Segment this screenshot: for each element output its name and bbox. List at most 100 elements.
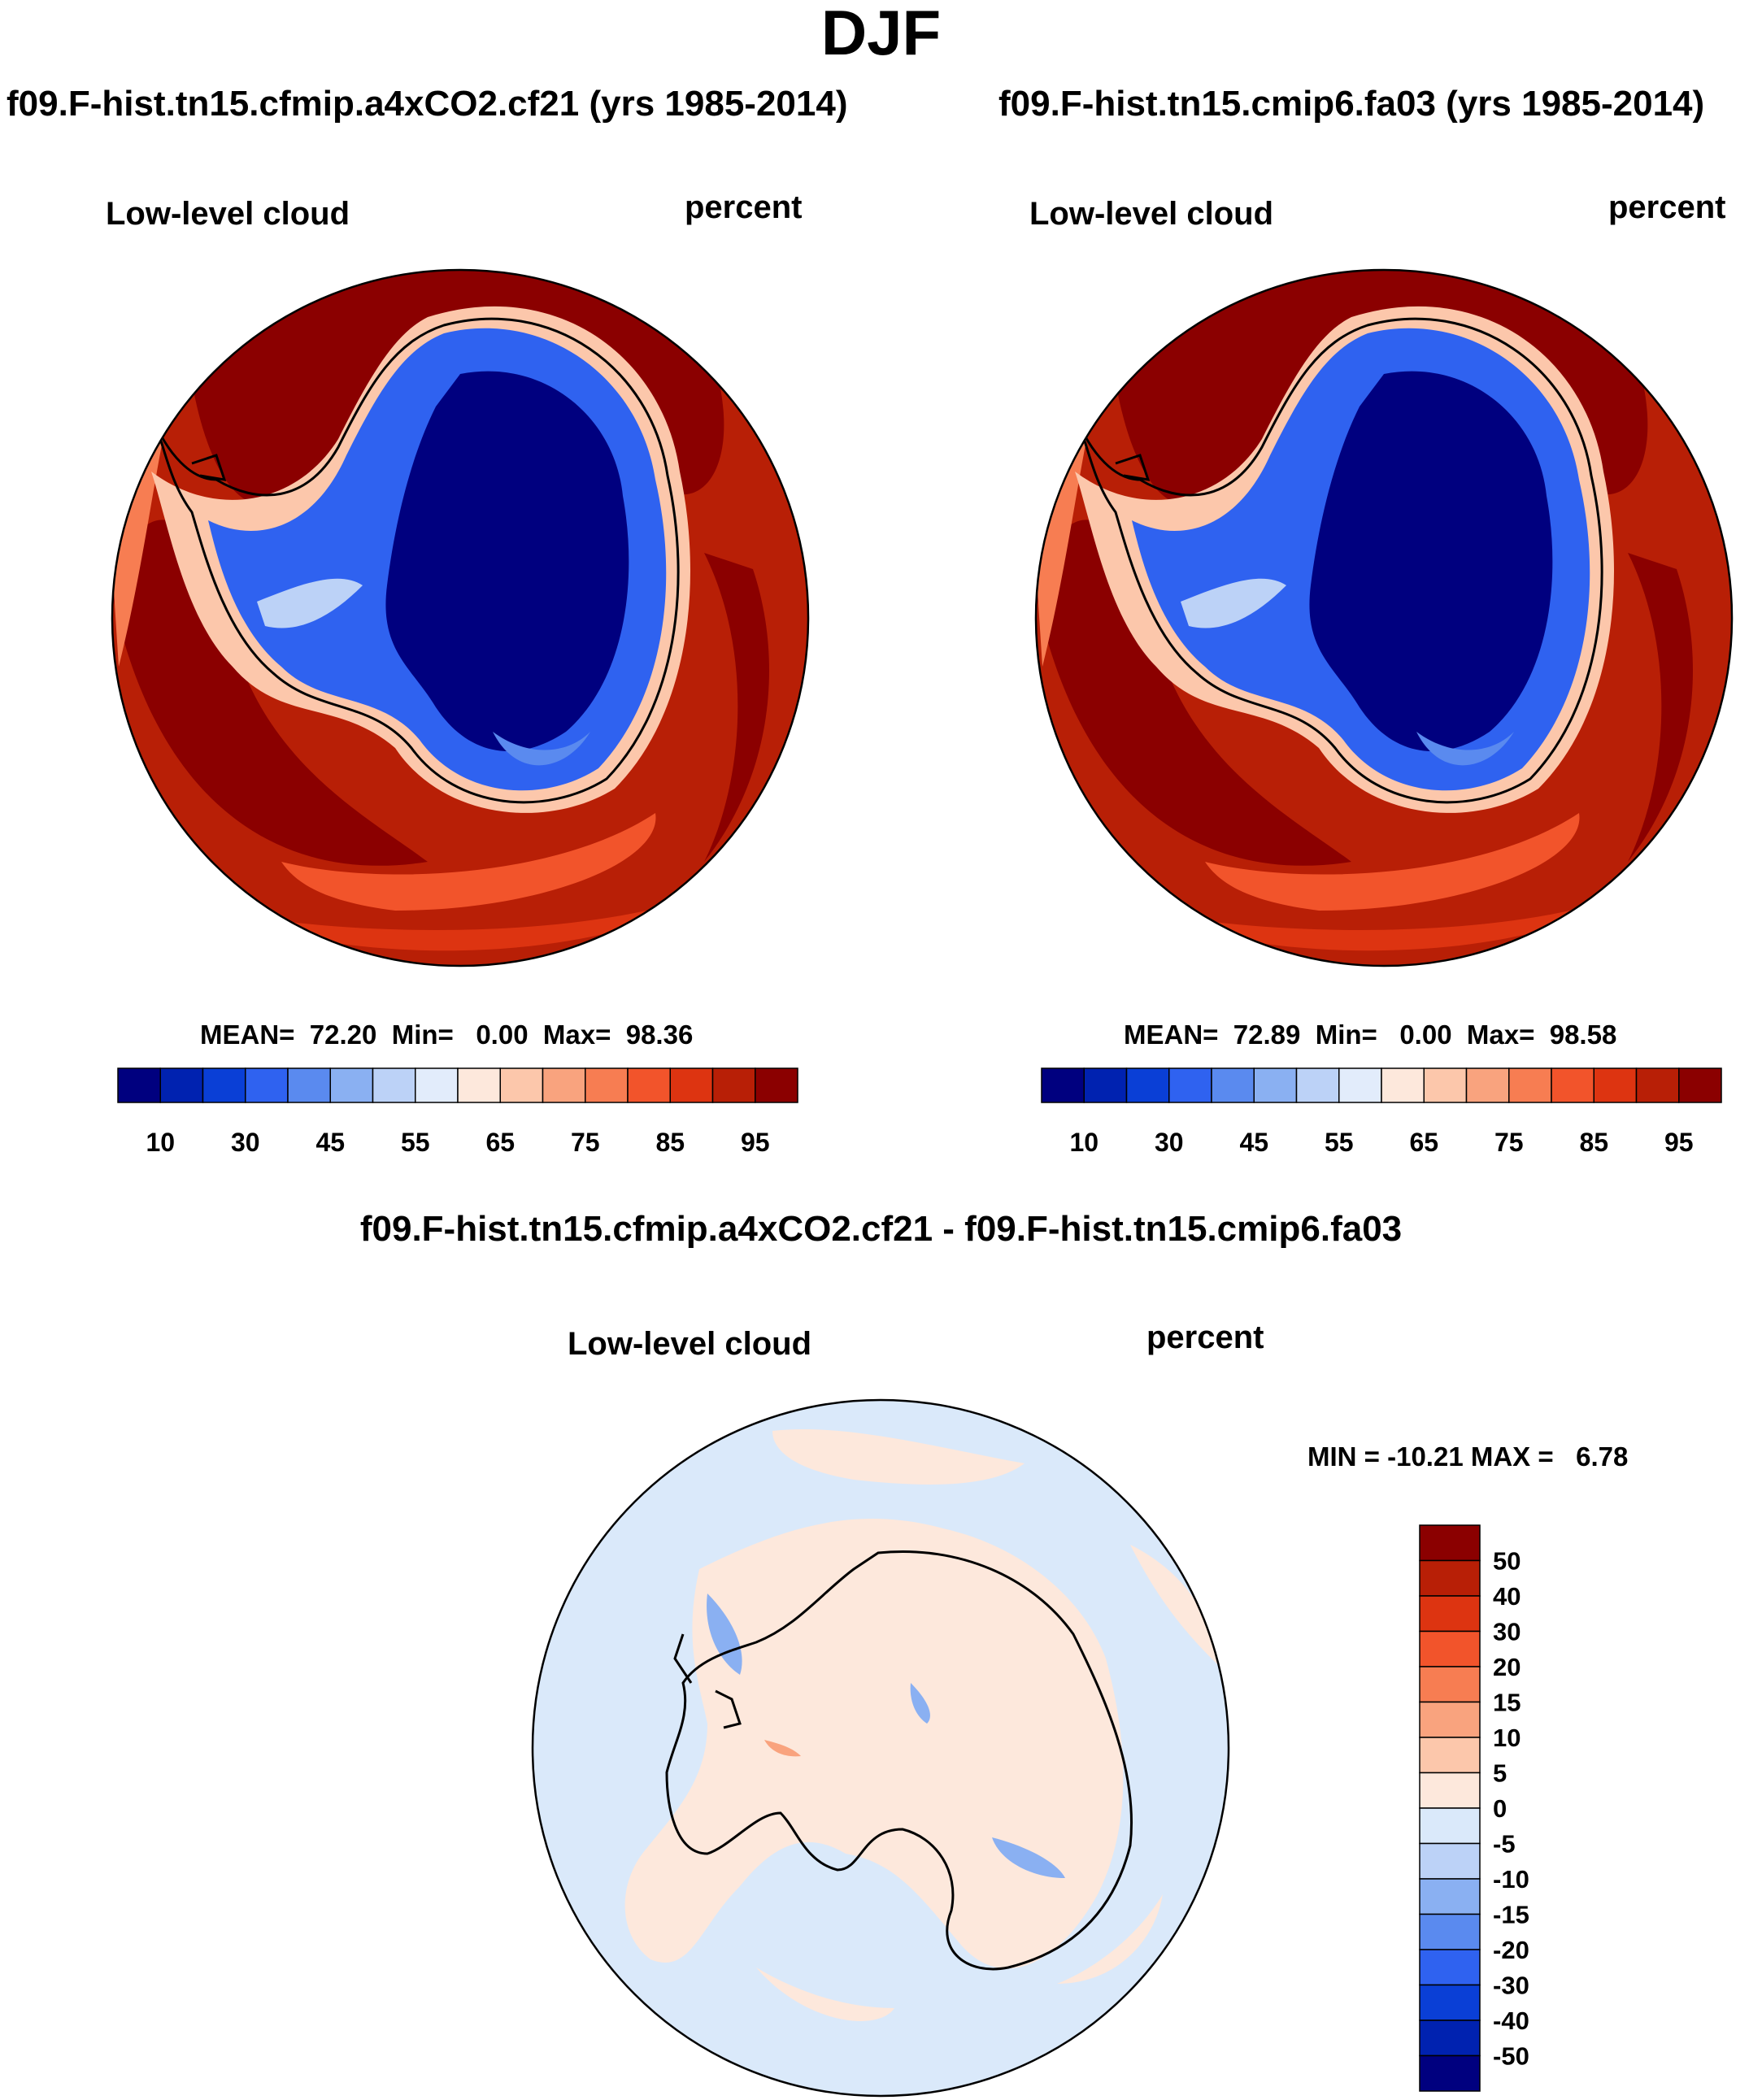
diff-colorbar-label: 5 — [1493, 1759, 1507, 1788]
left-colorbar-box — [159, 1067, 204, 1103]
right-colorbar-label: 10 — [1069, 1128, 1099, 1157]
right-colorbar: 10 30 45 55 65 75 85 95 — [1041, 1067, 1722, 1157]
diff-colorbar-box — [1419, 1559, 1481, 1597]
left-map — [112, 270, 808, 966]
left-colorbar-label: 85 — [655, 1128, 685, 1157]
diff-colorbar-label: 20 — [1493, 1653, 1521, 1681]
left-colorbar-label: 75 — [571, 1128, 600, 1157]
left-map-border — [111, 268, 810, 967]
left-colorbar-box — [372, 1067, 416, 1103]
left-colorbar-label: 30 — [231, 1128, 260, 1157]
right-colorbar-box — [1253, 1067, 1298, 1103]
right-colorbar-label: 75 — [1494, 1128, 1524, 1157]
left-colorbar-label: 45 — [315, 1128, 345, 1157]
right-min-label: Min= — [1315, 1020, 1377, 1050]
left-colorbar-label: 55 — [401, 1128, 430, 1157]
left-colorbar-label: 95 — [741, 1128, 770, 1157]
left-colorbar-box — [669, 1067, 714, 1103]
left-colorbar-box — [755, 1067, 798, 1103]
right-stats: MEAN= 72.89 Min= 0.00 Max= 98.58 — [1124, 1019, 1616, 1051]
diff-colorbar-box — [1419, 1595, 1481, 1633]
right-max-value: 98.58 — [1549, 1020, 1617, 1050]
diff-colorbar-label: -15 — [1493, 1901, 1529, 1929]
left-colorbar-box — [287, 1067, 331, 1103]
right-colorbar-box — [1083, 1067, 1128, 1103]
right-colorbar-box — [1593, 1067, 1638, 1103]
diff-colorbar-box — [1419, 1772, 1481, 1809]
right-variable-label: Low-level cloud — [1029, 196, 1274, 232]
left-colorbar-label: 65 — [485, 1128, 515, 1157]
diff-colorbar-label: -50 — [1493, 2042, 1529, 2071]
diff-colorbar-label: 15 — [1493, 1689, 1521, 1717]
right-colorbar-box — [1423, 1067, 1468, 1103]
left-colorbar-box — [711, 1067, 756, 1103]
diff-colorbar-box — [1419, 1701, 1481, 1738]
diff-colorbar-label: -40 — [1493, 2007, 1529, 2035]
right-colorbar-box — [1041, 1067, 1085, 1103]
right-colorbar-box — [1465, 1067, 1510, 1103]
right-colorbar-box — [1551, 1067, 1595, 1103]
diff-colorbar-label: 0 — [1493, 1794, 1507, 1823]
diff-map-border — [531, 1398, 1230, 2098]
left-variable-label: Low-level cloud — [106, 196, 350, 232]
page-title: DJF — [820, 0, 942, 68]
diff-colorbar-box — [1419, 1524, 1481, 1562]
left-max-value: 98.36 — [625, 1020, 694, 1050]
right-colorbar-box — [1168, 1067, 1212, 1103]
diff-colorbar-label: -5 — [1493, 1830, 1516, 1859]
left-colorbar-box — [627, 1067, 671, 1103]
diff-colorbar-label: -20 — [1493, 1936, 1529, 1964]
left-colorbar-box — [499, 1067, 544, 1103]
diff-colorbar-box — [1419, 1630, 1481, 1667]
right-colorbar-label: 65 — [1409, 1128, 1438, 1157]
difference-title: f09.F-hist.tn15.cfmip.a4xCO2.cf21 - f09.… — [359, 1209, 1403, 1249]
right-colorbar-box — [1211, 1067, 1255, 1103]
right-colorbar-box — [1295, 1067, 1340, 1103]
left-colorbar-box — [329, 1067, 374, 1103]
right-map-border — [1034, 268, 1734, 967]
right-colorbar-box — [1678, 1067, 1722, 1103]
right-case-title: f09.F-hist.tn15.cmip6.fa03 (yrs 1985-201… — [998, 84, 1705, 124]
diff-colorbar-box — [1419, 1878, 1481, 1915]
left-colorbar: 10 30 45 55 65 75 85 95 — [117, 1067, 798, 1157]
diff-colorbar-label: 40 — [1493, 1582, 1521, 1611]
right-colorbar-box — [1338, 1067, 1382, 1103]
left-colorbar-box — [542, 1067, 586, 1103]
diff-colorbar-label: 30 — [1493, 1618, 1521, 1646]
diff-units-label: percent — [1146, 1320, 1264, 1355]
right-colorbar-box — [1381, 1067, 1425, 1103]
diff-colorbar-box — [1419, 1737, 1481, 1774]
left-colorbar-box — [457, 1067, 501, 1103]
diff-colorbar-box — [1419, 2020, 1481, 2057]
left-min-value: 0.00 — [476, 1020, 529, 1050]
left-colorbar-box — [415, 1067, 459, 1103]
right-min-value: 0.00 — [1399, 1020, 1452, 1050]
diff-colorbar-box — [1419, 1666, 1481, 1703]
right-colorbar-label: 95 — [1664, 1128, 1694, 1157]
diff-positive-regions — [624, 1429, 1220, 2021]
diff-colorbar-box — [1419, 1807, 1481, 1845]
right-colorbar-box — [1508, 1067, 1552, 1103]
right-mean-label: MEAN= — [1124, 1020, 1219, 1050]
diff-colorbar-label: 10 — [1493, 1724, 1521, 1752]
right-max-label: Max= — [1466, 1020, 1535, 1050]
left-units-label: percent — [685, 189, 803, 225]
diff-colorbar-box — [1419, 1949, 1481, 1986]
right-colorbar-box — [1635, 1067, 1680, 1103]
right-map — [1036, 270, 1732, 966]
left-max-label: Max= — [542, 1020, 611, 1050]
left-stats: MEAN= 72.20 Min= 0.00 Max= 98.36 — [200, 1019, 693, 1051]
right-mean-value: 72.89 — [1233, 1020, 1301, 1050]
diff-map — [533, 1400, 1229, 2096]
right-units-label: percent — [1608, 189, 1726, 225]
left-min-label: Min= — [391, 1020, 454, 1050]
left-colorbar-box — [585, 1067, 629, 1103]
left-colorbar-box — [202, 1067, 246, 1103]
diff-minmax-text: MIN = -10.21 MAX = 6.78 — [1307, 1441, 1629, 1472]
diff-colorbar-label: -30 — [1493, 1972, 1529, 2000]
diff-colorbar-box — [1419, 1913, 1481, 1950]
right-colorbar-label: 85 — [1579, 1128, 1608, 1157]
diff-colorbar-box — [1419, 2054, 1481, 2092]
